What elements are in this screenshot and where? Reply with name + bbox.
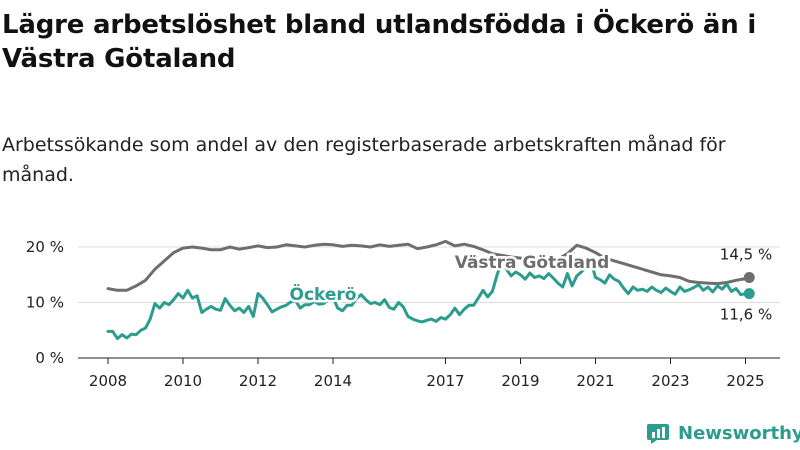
- y-axis: 0 % 10 % 20 %: [26, 238, 64, 367]
- series-name-label: Västra Götaland: [455, 253, 610, 273]
- series-end-label: 14,5 %: [720, 246, 772, 264]
- x-tick-label: 2021: [576, 372, 614, 390]
- x-tick-label: 2010: [164, 372, 202, 390]
- newsworthy-logo: Newsworthy: [646, 420, 800, 446]
- y-tick-label: 10 %: [26, 294, 64, 312]
- series-end-point: [743, 288, 755, 300]
- newsworthy-brand-name: Newsworthy: [678, 422, 800, 444]
- chart-subtitle: Arbetssökande som andel av den registerb…: [2, 134, 726, 186]
- series-lines: [106, 239, 755, 341]
- x-tick-label: 2008: [89, 372, 127, 390]
- series-line-vastra-gotaland: [106, 239, 751, 292]
- chart-title: Lägre arbetslöshet bland utlandsfödda i …: [2, 10, 757, 74]
- x-tick-label: 2025: [726, 372, 764, 390]
- series-end-point: [743, 272, 755, 284]
- x-tick-label: 2012: [239, 372, 277, 390]
- series-name-label: Öckerö: [290, 283, 357, 305]
- x-tick-label: 2023: [651, 372, 689, 390]
- series-line-ockero: [106, 259, 751, 341]
- series-end-label: 11,6 %: [720, 306, 772, 324]
- newsworthy-logo-icon: [647, 424, 669, 444]
- x-axis: 2008 2010 2012 2014 2017 2019 2021 2023 2025: [89, 358, 765, 390]
- x-tick-label: 2019: [501, 372, 539, 390]
- gridlines: [78, 246, 780, 359]
- y-tick-label: 20 %: [26, 238, 64, 256]
- y-tick-label: 0 %: [35, 349, 64, 367]
- series-labels: 14,5 % 11,6 % Västra Götaland Öckerö: [287, 246, 772, 324]
- x-tick-label: 2017: [426, 372, 464, 390]
- x-tick-label: 2014: [314, 372, 352, 390]
